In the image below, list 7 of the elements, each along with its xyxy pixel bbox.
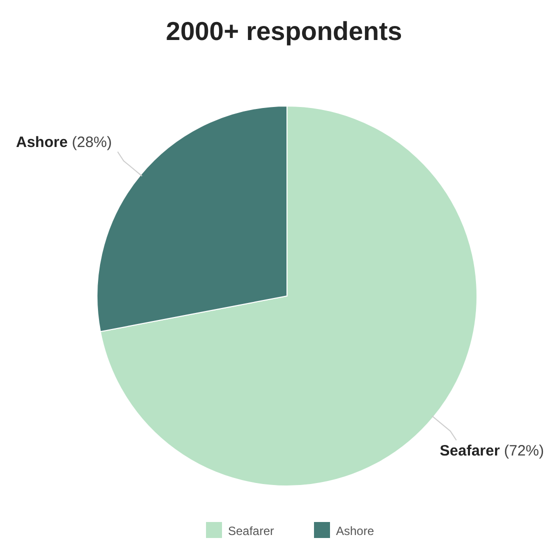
- slice-label: Ashore: [16, 134, 68, 151]
- legend-label: Ashore: [336, 524, 374, 538]
- data-label: (72%): [500, 442, 544, 460]
- chart-title: 2000+ respondents: [166, 16, 402, 46]
- legend-label: Seafarer: [228, 524, 274, 538]
- slice-label: Seafarer: [440, 442, 500, 460]
- data-label: (28%): [68, 134, 112, 151]
